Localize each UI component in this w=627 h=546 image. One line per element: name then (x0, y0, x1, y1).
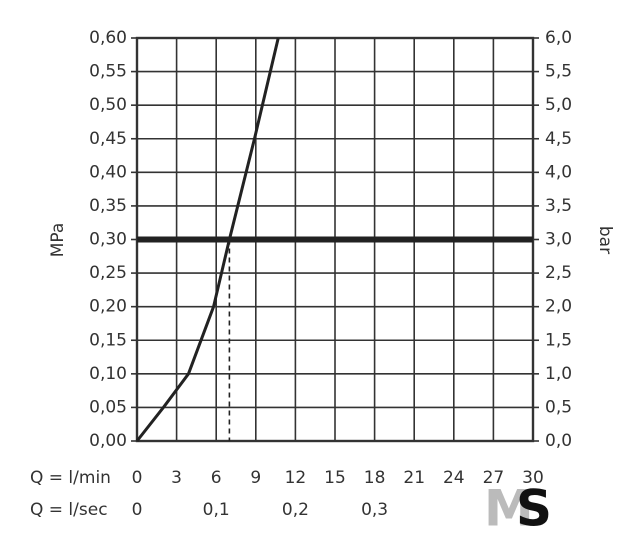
y-tick-label: 0,60 (89, 28, 127, 48)
y2-tick-label: 3,0 (545, 230, 572, 250)
x2-tick-label: 0 (132, 500, 143, 520)
y2-tick-label: 1,5 (545, 330, 572, 350)
y2-tick-label: 0,0 (545, 431, 572, 451)
x-tick-label: 24 (443, 468, 465, 488)
y2-tick-label: 4,5 (545, 129, 572, 149)
x-tick-label: 9 (250, 468, 261, 488)
y-tick-label: 0,50 (89, 95, 127, 115)
y2-tick-label: 0,5 (545, 397, 572, 417)
x-tick-label: 0 (132, 468, 143, 488)
x-tick-label: 6 (211, 468, 222, 488)
y2-tick-label: 4,0 (545, 162, 572, 182)
y-tick-label: 0,00 (89, 431, 127, 451)
y-tick-label: 0,05 (89, 397, 127, 417)
x-axis-label: Q = l/min (30, 468, 111, 488)
y2-tick-label: 2,5 (545, 263, 572, 283)
y2-tick-label: 6,0 (545, 28, 572, 48)
y-tick-label: 0,10 (89, 364, 127, 384)
y2-axis-label: bar (595, 226, 615, 254)
y2-tick-label: 1,0 (545, 364, 572, 384)
y2-tick-label: 2,0 (545, 297, 572, 317)
y-axis-label: MPa (48, 223, 68, 258)
x2-axis-label: Q = l/sec (30, 500, 108, 520)
y-tick-label: 0,45 (89, 129, 127, 149)
logo-s: S (516, 480, 552, 538)
y-tick-label: 0,55 (89, 62, 127, 82)
y-tick-label: 0,25 (89, 263, 127, 283)
x2-tick-label: 0,2 (282, 500, 309, 520)
x-tick-label: 30 (522, 468, 544, 488)
y-tick-label: 0,30 (89, 230, 127, 250)
y-tick-label: 0,20 (89, 297, 127, 317)
x-tick-label: 27 (483, 468, 505, 488)
y2-tick-label: 5,0 (545, 95, 572, 115)
x-tick-label: 12 (285, 468, 307, 488)
curve (135, 37, 280, 442)
x2-tick-label: 0,3 (361, 500, 388, 520)
y-tick-label: 0,35 (89, 196, 127, 216)
x-tick-label: 21 (403, 468, 425, 488)
x-tick-label: 18 (364, 468, 386, 488)
y2-tick-label: 3,5 (545, 196, 572, 216)
y-tick-label: 0,40 (89, 162, 127, 182)
x-tick-label: 15 (324, 468, 346, 488)
y-tick-label: 0,15 (89, 330, 127, 350)
logo-m: M (484, 480, 530, 538)
x2-tick-label: 0,1 (203, 500, 230, 520)
x-tick-label: 3 (171, 468, 182, 488)
y2-tick-label: 5,5 (545, 62, 572, 82)
